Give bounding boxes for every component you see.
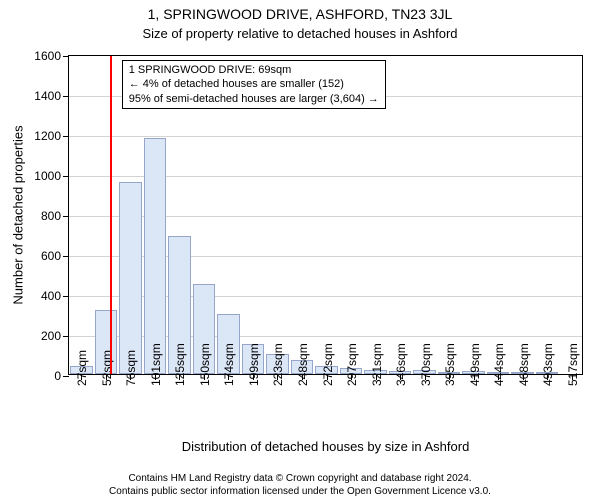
x-tick-label: 321sqm	[370, 343, 384, 386]
x-tick-label: 346sqm	[394, 343, 408, 386]
annotation-line: 95% of semi-detached houses are larger (…	[129, 92, 379, 106]
x-tick-label: 395sqm	[443, 343, 457, 386]
x-tick-label: 444sqm	[492, 343, 506, 386]
x-tick-label: 272sqm	[321, 343, 335, 386]
x-tick-label: 297sqm	[345, 343, 359, 386]
y-tick-label: 200	[41, 329, 69, 343]
x-tick-label: 370sqm	[419, 343, 433, 386]
x-tick-label: 468sqm	[517, 343, 531, 386]
y-tick-label: 1400	[34, 89, 69, 103]
page-title: 1, SPRINGWOOD DRIVE, ASHFORD, TN23 3JL	[0, 6, 600, 23]
x-tick-label: 419sqm	[468, 343, 482, 386]
bar	[144, 138, 167, 374]
y-tick-label: 400	[41, 289, 69, 303]
x-tick-label: 248sqm	[296, 343, 310, 386]
annotation-line: ← 4% of detached houses are smaller (152…	[129, 77, 379, 91]
x-tick-label: 76sqm	[124, 350, 138, 386]
x-tick-label: 125sqm	[173, 343, 187, 386]
x-tick-label: 517sqm	[566, 343, 580, 386]
y-axis-title: Number of detached properties	[11, 125, 26, 304]
x-tick-label: 174sqm	[222, 343, 236, 386]
x-tick-label: 199sqm	[247, 343, 261, 386]
y-tick-label: 0	[54, 369, 69, 383]
attribution-line1: Contains HM Land Registry data © Crown c…	[0, 473, 600, 486]
attribution: Contains HM Land Registry data © Crown c…	[0, 473, 600, 498]
y-tick-label: 1000	[34, 169, 69, 183]
x-tick-label: 27sqm	[75, 350, 89, 386]
x-tick-label: 223sqm	[271, 343, 285, 386]
y-tick-label: 1200	[34, 129, 69, 143]
x-tick-label: 493sqm	[541, 343, 555, 386]
y-tick-label: 1600	[34, 49, 69, 63]
gridline	[69, 136, 582, 137]
chart-container: 1, SPRINGWOOD DRIVE, ASHFORD, TN23 3JL S…	[0, 0, 600, 500]
x-tick-label: 150sqm	[198, 343, 212, 386]
page-subtitle: Size of property relative to detached ho…	[0, 26, 600, 42]
marker-line	[110, 56, 112, 374]
plot-area: 0200400600800100012001400160027sqm52sqm7…	[68, 55, 583, 375]
y-tick-label: 800	[41, 209, 69, 223]
attribution-line2: Contains public sector information licen…	[0, 486, 600, 499]
y-tick-label: 600	[41, 249, 69, 263]
annotation-box: 1 SPRINGWOOD DRIVE: 69sqm← 4% of detache…	[122, 60, 386, 109]
x-axis-title: Distribution of detached houses by size …	[182, 439, 470, 454]
x-tick-label: 101sqm	[149, 343, 163, 386]
bar	[119, 182, 142, 374]
annotation-line: 1 SPRINGWOOD DRIVE: 69sqm	[129, 63, 379, 77]
